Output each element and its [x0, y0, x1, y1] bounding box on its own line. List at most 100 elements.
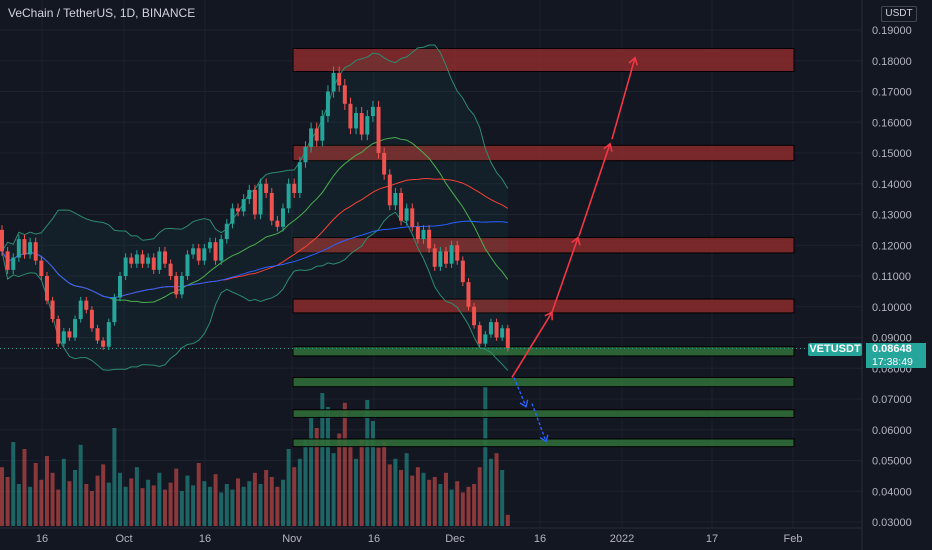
volume-bar	[472, 484, 477, 526]
volume-bar	[494, 453, 499, 526]
price-axis[interactable]: 0.19000 0.18000 0.17000 0.16000 0.15000 0.140…	[861, 0, 912, 550]
volume-bar	[89, 491, 94, 526]
volume-bar	[213, 474, 218, 526]
volume-bar	[415, 467, 420, 526]
candle-body	[191, 248, 196, 255]
volume-bar	[455, 481, 460, 526]
volume-bar	[297, 458, 302, 526]
candle-body	[449, 245, 454, 264]
volume-bar	[185, 475, 190, 526]
candle-body	[472, 306, 477, 326]
price-tick-label: 0.13000	[872, 210, 912, 222]
candle-body	[241, 199, 246, 212]
volume-bar	[443, 472, 448, 526]
candle-body	[286, 183, 291, 209]
candle-body	[89, 309, 94, 329]
candles	[0, 66, 510, 352]
volume-bar	[376, 447, 381, 526]
resistance-zone	[292, 47, 795, 73]
volume-bar	[230, 489, 235, 526]
volume-bar	[337, 433, 342, 526]
volume-bar	[151, 485, 156, 526]
candle-body	[359, 113, 364, 135]
candle-body	[106, 322, 111, 347]
candle-body	[460, 260, 465, 283]
candle-body	[134, 254, 139, 264]
arrow-down-head	[519, 399, 529, 408]
candle-body	[348, 103, 353, 129]
volume-bar	[483, 386, 488, 526]
candle-body	[314, 128, 319, 141]
chart-title: VeChain / TetherUS, 1D, BINANCE	[8, 6, 196, 20]
volume-bar	[157, 472, 162, 526]
support-zone	[292, 346, 795, 357]
price-tick-label: 0.15000	[872, 148, 912, 160]
support-zone	[292, 409, 795, 418]
volume-bar	[134, 467, 139, 526]
price-tick-label: 0.09000	[872, 333, 912, 345]
candle-body	[432, 248, 437, 267]
arrow-up-segment	[578, 143, 611, 237]
candle-body	[488, 322, 493, 335]
volume-bar	[196, 463, 201, 526]
volume-bar	[84, 484, 89, 526]
candle-body	[95, 328, 100, 341]
candle-body	[281, 208, 285, 227]
time-tick-label: Dec	[445, 533, 465, 545]
volume-bar	[28, 486, 33, 526]
support-zone	[292, 376, 795, 388]
candle-body	[505, 328, 510, 349]
volume-bar	[505, 514, 510, 526]
volume-bar	[73, 470, 78, 526]
volume-bar	[101, 464, 106, 526]
volume-bar	[252, 472, 257, 526]
currency-label[interactable]: USDT	[881, 6, 917, 22]
volume-bar	[22, 449, 27, 526]
volume-bar	[275, 486, 280, 526]
volume-bar	[477, 467, 482, 526]
last-price-badge: 0.08648	[866, 343, 926, 356]
candle-body	[415, 226, 420, 240]
volume-bar	[191, 485, 196, 526]
volume-bar	[0, 467, 4, 526]
arrow-up-segment	[551, 237, 579, 313]
candle-body	[174, 276, 179, 295]
volume-bar	[236, 478, 241, 526]
volume-bar	[5, 477, 10, 526]
volume-bar	[179, 491, 184, 526]
candle-body	[365, 116, 370, 135]
volume-bar	[219, 492, 224, 526]
arrow-up-head	[571, 236, 581, 246]
candle-body	[264, 183, 269, 193]
arrow-up-segment	[511, 311, 553, 378]
volume-bar	[95, 475, 100, 526]
time-axis[interactable]: 16 Oct 16 Nov 16 Dec 16 2022 17 Feb	[0, 527, 862, 545]
volume-bar	[303, 439, 308, 526]
price-tick-label: 0.11000	[872, 271, 911, 283]
candle-body	[410, 208, 415, 227]
time-tick-label: 16	[36, 533, 48, 545]
volume-bar	[421, 472, 426, 526]
resistance-zone	[292, 298, 795, 314]
candle-body	[494, 322, 499, 338]
candle-body	[387, 174, 392, 206]
price-tick-label: 0.17000	[872, 87, 912, 99]
candle-body	[118, 276, 123, 298]
candle-body	[247, 189, 252, 200]
volume-bar	[404, 453, 409, 526]
candle-body	[376, 106, 381, 153]
volume-bar	[56, 489, 61, 526]
candle-body	[50, 300, 55, 320]
candle-body	[28, 242, 33, 255]
time-tick-label: Nov	[282, 533, 302, 545]
volume-bar	[258, 484, 263, 526]
volume-bar	[162, 489, 167, 526]
price-tick-label: 0.16000	[872, 117, 912, 129]
price-tick-label: 0.19000	[872, 25, 912, 37]
candle-body	[370, 106, 375, 117]
volume-bar	[460, 492, 465, 526]
price-tick-label: 0.18000	[872, 56, 912, 68]
resistance-zone	[292, 144, 795, 162]
volume-bar	[354, 458, 359, 526]
